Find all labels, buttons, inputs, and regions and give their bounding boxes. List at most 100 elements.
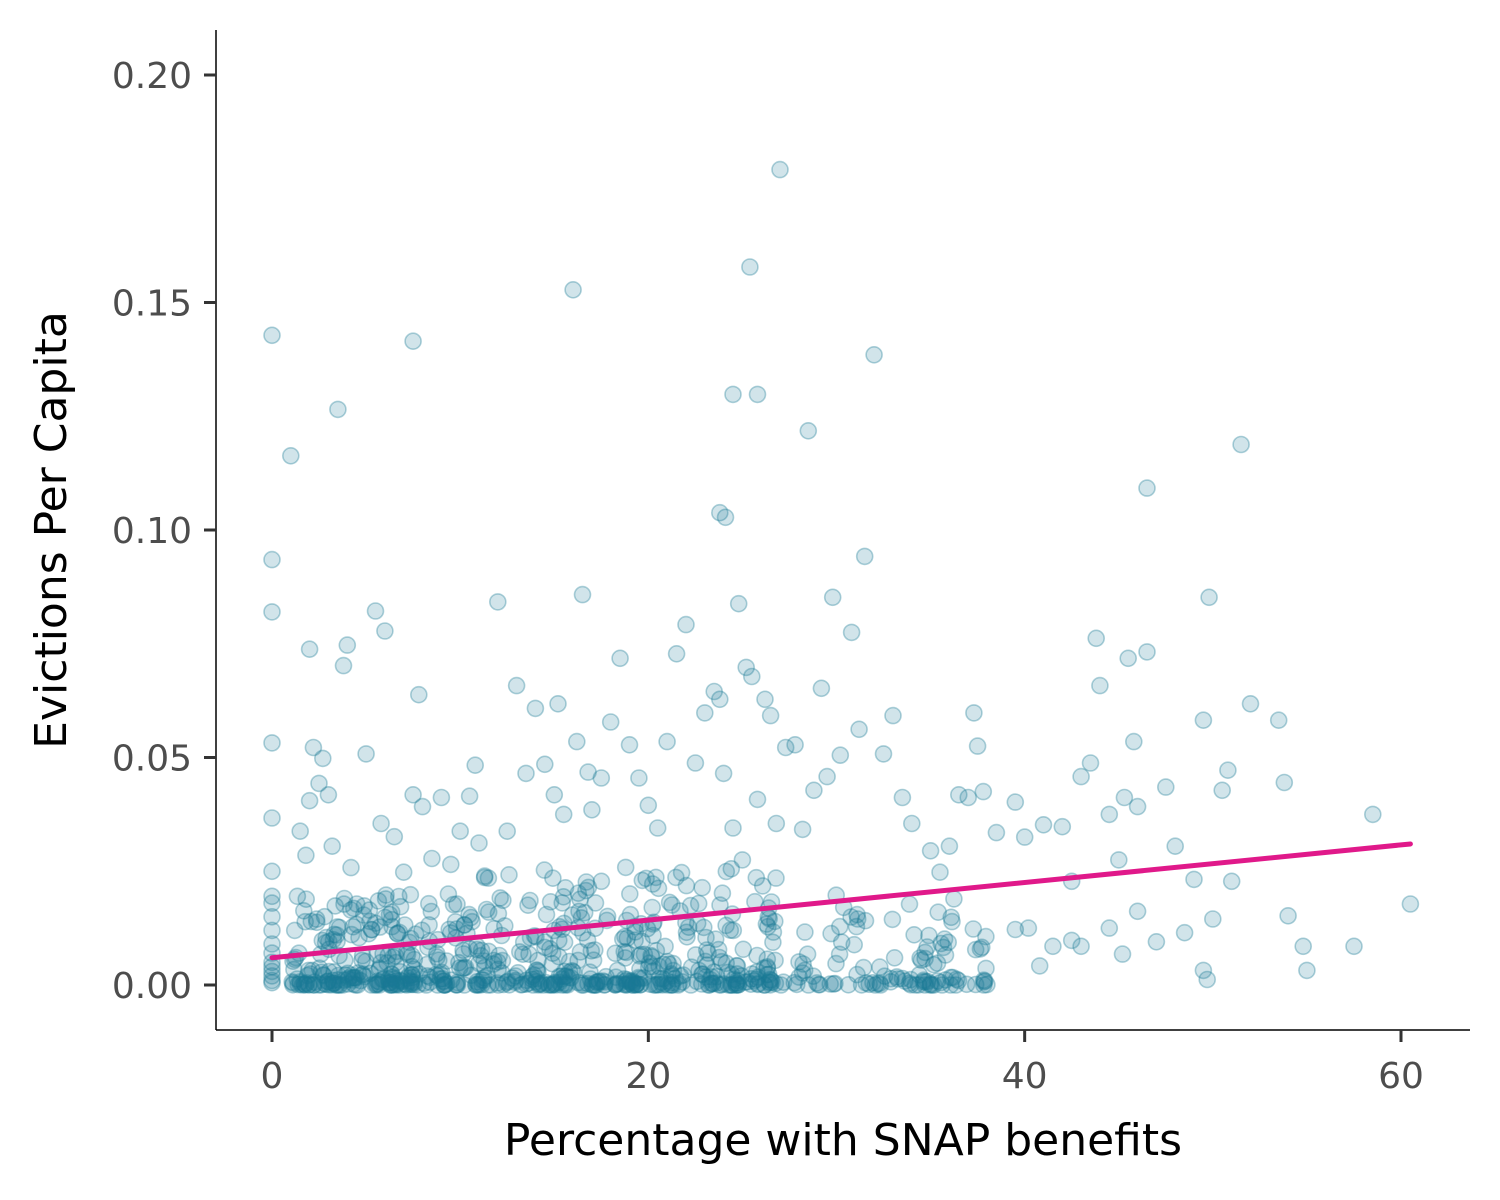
data-point xyxy=(1294,937,1312,956)
data-point xyxy=(467,976,485,994)
data-point xyxy=(500,975,519,994)
data-point xyxy=(634,969,653,987)
data-point xyxy=(922,976,941,994)
data-point xyxy=(929,903,948,922)
data-point xyxy=(1128,797,1147,816)
data-point xyxy=(662,975,681,994)
data-point xyxy=(552,967,571,985)
data-point xyxy=(871,976,890,994)
data-point xyxy=(427,944,446,963)
data-point xyxy=(544,869,562,888)
data-point xyxy=(557,967,576,985)
data-point xyxy=(693,878,712,897)
data-point xyxy=(766,974,785,993)
data-point xyxy=(658,952,677,971)
data-point xyxy=(761,970,779,989)
data-point xyxy=(916,972,934,991)
data-point xyxy=(323,974,342,993)
data-point xyxy=(323,837,342,856)
data-point xyxy=(697,928,715,947)
data-point xyxy=(325,963,343,981)
data-point xyxy=(941,968,960,987)
data-point xyxy=(620,735,639,754)
data-point xyxy=(564,280,582,299)
data-point xyxy=(378,954,396,972)
data-point xyxy=(627,975,645,994)
data-point xyxy=(674,966,693,984)
data-point xyxy=(437,974,456,993)
data-point xyxy=(874,745,893,763)
data-point xyxy=(1232,435,1250,454)
data-point xyxy=(466,756,485,775)
data-point xyxy=(360,901,379,919)
data-point xyxy=(714,975,733,993)
data-point xyxy=(355,897,374,915)
data-point xyxy=(1006,920,1025,939)
data-point xyxy=(966,940,985,959)
data-point xyxy=(795,961,814,980)
data-point xyxy=(353,966,372,984)
data-point xyxy=(578,931,597,949)
data-point xyxy=(672,863,691,882)
data-point xyxy=(585,941,604,959)
data-point xyxy=(310,959,329,978)
data-point xyxy=(288,887,307,906)
data-point xyxy=(615,942,634,961)
data-point xyxy=(663,896,681,914)
data-point xyxy=(696,952,715,971)
data-point xyxy=(403,975,421,994)
data-point xyxy=(529,976,548,994)
data-point xyxy=(554,805,573,824)
data-point xyxy=(263,326,281,345)
data-point xyxy=(327,976,345,994)
data-point xyxy=(451,822,470,841)
data-point xyxy=(1030,957,1049,975)
data-point xyxy=(736,973,754,991)
data-point xyxy=(383,968,402,986)
data-point xyxy=(759,917,777,936)
data-point xyxy=(799,421,818,440)
data-point xyxy=(329,400,347,419)
data-point xyxy=(1147,932,1166,951)
data-point xyxy=(727,956,746,975)
data-point xyxy=(974,971,993,990)
data-point xyxy=(705,963,723,981)
data-point xyxy=(664,954,682,973)
data-point xyxy=(702,968,721,986)
data-point xyxy=(534,976,553,994)
data-point xyxy=(618,974,637,993)
data-point xyxy=(263,809,281,827)
data-point xyxy=(263,971,281,990)
data-point xyxy=(974,976,993,994)
data-point xyxy=(579,763,597,781)
data-point xyxy=(549,947,568,966)
data-point xyxy=(344,975,363,993)
data-point xyxy=(742,667,761,686)
data-point xyxy=(297,974,316,992)
data-point xyxy=(901,975,920,994)
data-point xyxy=(310,976,328,994)
y-tick-label: 0.05 xyxy=(112,739,192,780)
data-point xyxy=(860,975,879,994)
data-point xyxy=(763,973,781,991)
data-point xyxy=(526,699,545,718)
data-point xyxy=(338,964,357,983)
data-point xyxy=(370,960,389,979)
data-point xyxy=(641,975,660,994)
data-point xyxy=(906,976,925,994)
data-point xyxy=(305,973,324,991)
data-point xyxy=(901,970,920,989)
data-point xyxy=(888,970,907,988)
data-point xyxy=(295,974,313,993)
data-point xyxy=(293,976,312,994)
data-point xyxy=(579,878,598,897)
data-point xyxy=(380,974,398,993)
data-point xyxy=(772,976,790,994)
data-point xyxy=(294,901,313,920)
data-point xyxy=(588,973,607,991)
data-point xyxy=(558,976,577,994)
data-point xyxy=(760,973,778,991)
data-point xyxy=(729,976,747,994)
data-point xyxy=(434,972,453,991)
